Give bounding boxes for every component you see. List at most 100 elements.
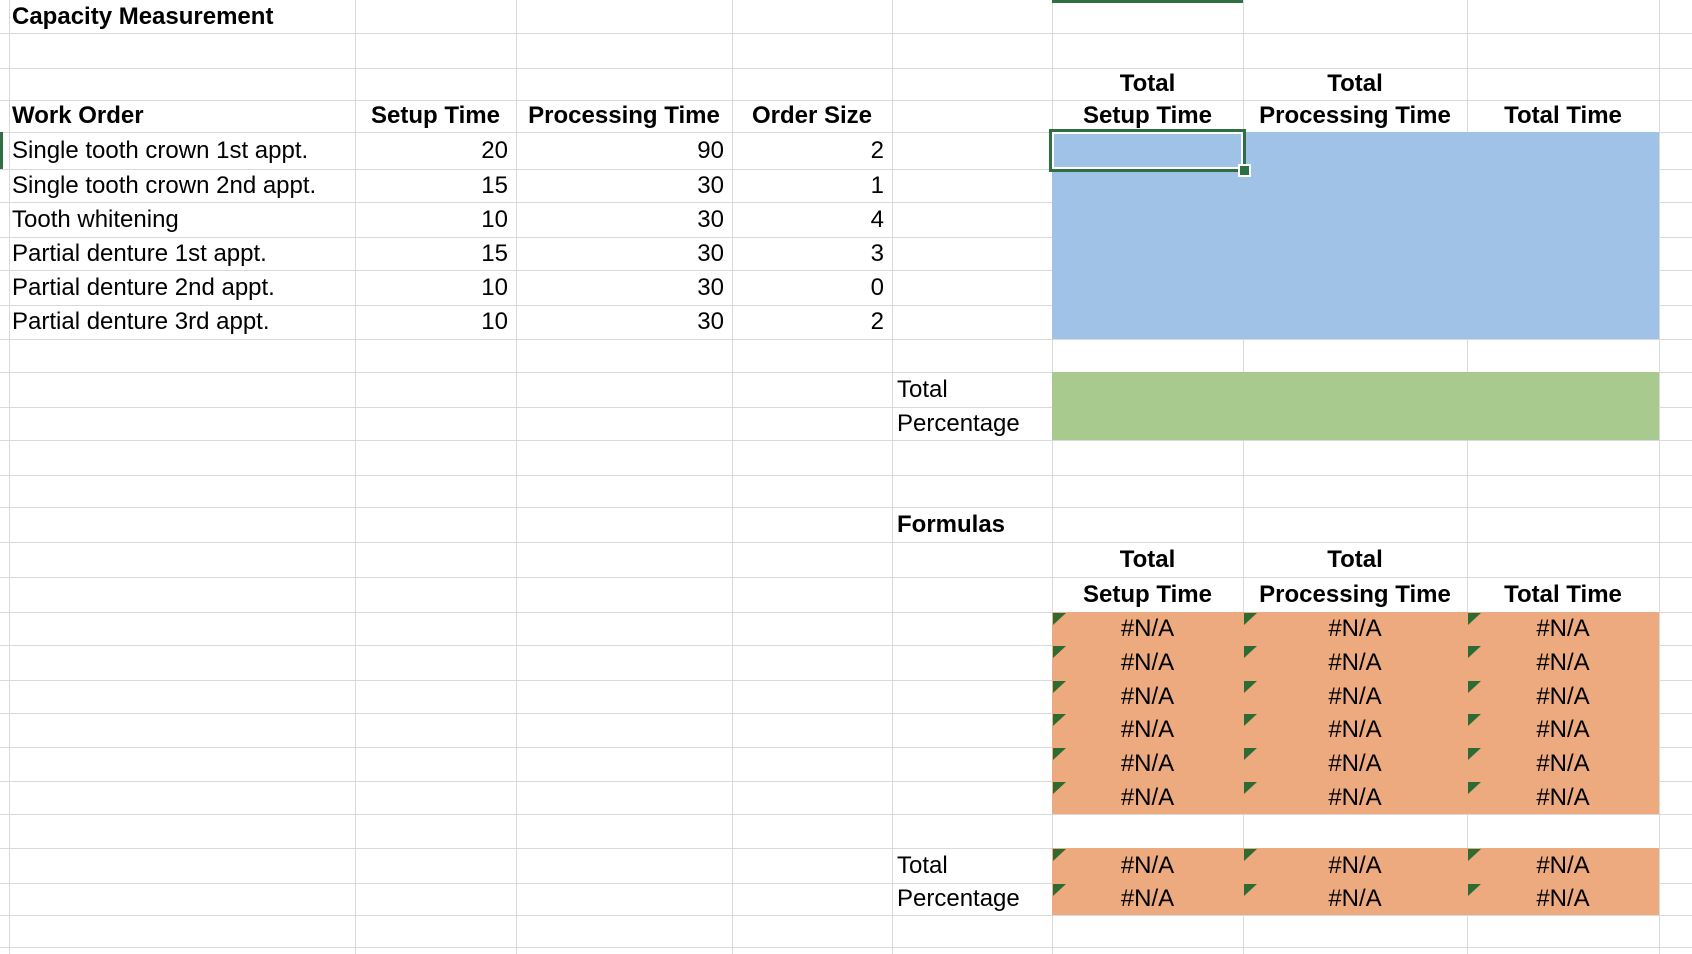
na-value: #N/A [1120, 649, 1175, 676]
na-cell[interactable]: #N/A [1243, 781, 1467, 814]
formulas-header-total-time[interactable]: Total Time [1504, 581, 1622, 608]
summary-range-fill[interactable] [1052, 372, 1659, 440]
gridline [0, 339, 1692, 340]
gridline [0, 947, 1692, 948]
summary-total-label[interactable]: Total [897, 376, 948, 403]
error-indicator-icon [1244, 681, 1257, 693]
na-cell[interactable]: #N/A [1467, 883, 1659, 915]
work-order-cell[interactable]: Partial denture 2nd appt. [12, 274, 275, 301]
processing-time-cell[interactable]: 90 [697, 137, 724, 164]
formulas-header-total-setup-top[interactable]: Total [1119, 546, 1176, 573]
na-value: #N/A [1328, 683, 1382, 710]
na-cell[interactable]: #N/A [1243, 645, 1467, 680]
error-indicator-icon [1468, 782, 1481, 794]
header-total-time[interactable]: Total Time [1504, 102, 1622, 129]
order-size-cell[interactable]: 2 [870, 308, 884, 335]
gridline [892, 0, 893, 954]
setup-time-cell[interactable]: 10 [481, 274, 508, 301]
header-total-processing-bottom[interactable]: Processing Time [1259, 102, 1451, 129]
setup-time-cell[interactable]: 10 [481, 308, 508, 335]
processing-time-cell[interactable]: 30 [697, 172, 724, 199]
na-cell[interactable]: #N/A [1243, 747, 1467, 781]
formulas-range-fill[interactable] [1052, 612, 1659, 814]
formulas-percentage-label[interactable]: Percentage [897, 885, 1020, 912]
header-order-size[interactable]: Order Size [751, 102, 873, 129]
na-cell[interactable]: #N/A [1467, 645, 1659, 680]
na-cell[interactable]: #N/A [1052, 848, 1243, 883]
totals-range-fill[interactable] [1052, 132, 1659, 339]
error-indicator-icon [1468, 748, 1481, 760]
formulas-header-processing-time[interactable]: Processing Time [1259, 581, 1451, 608]
gridline [0, 270, 1692, 271]
setup-time-cell[interactable]: 20 [481, 137, 508, 164]
fill-handle[interactable] [1238, 164, 1251, 177]
work-order-cell[interactable]: Tooth whitening [12, 206, 179, 233]
na-cell[interactable]: #N/A [1243, 713, 1467, 747]
na-cell[interactable]: #N/A [1467, 747, 1659, 781]
na-cell[interactable]: #N/A [1467, 612, 1659, 645]
header-total-setup-top[interactable]: Total [1119, 70, 1176, 97]
order-size-cell[interactable]: 4 [870, 206, 884, 233]
na-value: #N/A [1536, 784, 1590, 811]
gridline [0, 237, 1692, 238]
order-size-cell[interactable]: 0 [870, 274, 884, 301]
na-cell[interactable]: #N/A [1052, 747, 1243, 781]
na-cell[interactable]: #N/A [1052, 645, 1243, 680]
na-value: #N/A [1120, 683, 1175, 710]
error-indicator-icon [1244, 884, 1257, 896]
summary-percentage-label[interactable]: Percentage [897, 410, 1020, 437]
work-order-cell[interactable]: Partial denture 3rd appt. [12, 308, 270, 335]
processing-time-cell[interactable]: 30 [697, 274, 724, 301]
gridline [0, 883, 1692, 884]
setup-time-cell[interactable]: 15 [481, 240, 508, 267]
na-value: #N/A [1328, 649, 1382, 676]
error-indicator-icon [1468, 849, 1481, 861]
na-cell[interactable]: #N/A [1052, 612, 1243, 645]
formulas-total-label[interactable]: Total [897, 852, 948, 879]
na-cell[interactable]: #N/A [1052, 883, 1243, 915]
header-work-order[interactable]: Work Order [12, 102, 144, 129]
work-order-cell[interactable]: Partial denture 1st appt. [12, 240, 267, 267]
gridline [0, 542, 1692, 543]
na-cell[interactable]: #N/A [1243, 612, 1467, 645]
na-cell[interactable]: #N/A [1052, 680, 1243, 713]
error-indicator-icon [1053, 884, 1066, 896]
header-total-setup-bottom[interactable]: Setup Time [1083, 102, 1212, 129]
na-value: #N/A [1536, 615, 1590, 642]
order-size-cell[interactable]: 1 [870, 172, 884, 199]
error-indicator-icon [1468, 714, 1481, 726]
order-size-cell[interactable]: 3 [870, 240, 884, 267]
setup-time-cell[interactable]: 10 [481, 206, 508, 233]
header-setup-time[interactable]: Setup Time [371, 102, 500, 129]
na-cell[interactable]: #N/A [1243, 680, 1467, 713]
work-order-cell[interactable]: Single tooth crown 1st appt. [12, 137, 309, 164]
gridline [355, 0, 356, 954]
na-cell[interactable]: #N/A [1467, 680, 1659, 713]
na-value: #N/A [1536, 683, 1590, 710]
setup-time-cell[interactable]: 15 [481, 172, 508, 199]
header-total-processing-top[interactable]: Total [1327, 70, 1383, 97]
formulas-label[interactable]: Formulas [897, 511, 1006, 538]
na-cell[interactable]: #N/A [1243, 848, 1467, 883]
na-cell[interactable]: #N/A [1467, 781, 1659, 814]
formulas-totals-range-fill[interactable] [1052, 848, 1659, 915]
na-cell[interactable]: #N/A [1243, 883, 1467, 915]
title-cell[interactable]: Capacity Measurement [12, 3, 274, 30]
header-processing-time[interactable]: Processing Time [528, 102, 720, 129]
work-order-cell[interactable]: Single tooth crown 2nd appt. [12, 172, 317, 199]
processing-time-cell[interactable]: 30 [697, 240, 724, 267]
gridline [732, 0, 733, 954]
na-cell[interactable]: #N/A [1467, 713, 1659, 747]
processing-time-cell[interactable]: 30 [697, 308, 724, 335]
na-cell[interactable]: #N/A [1052, 713, 1243, 747]
na-value: #N/A [1328, 615, 1382, 642]
order-size-cell[interactable]: 2 [870, 137, 884, 164]
processing-time-cell[interactable]: 30 [697, 206, 724, 233]
selected-cell[interactable] [1049, 129, 1251, 177]
na-value: #N/A [1328, 885, 1382, 912]
formulas-header-total-processing-top[interactable]: Total [1327, 546, 1383, 573]
error-indicator-icon [1053, 646, 1066, 658]
na-cell[interactable]: #N/A [1052, 781, 1243, 814]
formulas-header-setup-time[interactable]: Setup Time [1083, 581, 1212, 608]
na-cell[interactable]: #N/A [1467, 848, 1659, 883]
